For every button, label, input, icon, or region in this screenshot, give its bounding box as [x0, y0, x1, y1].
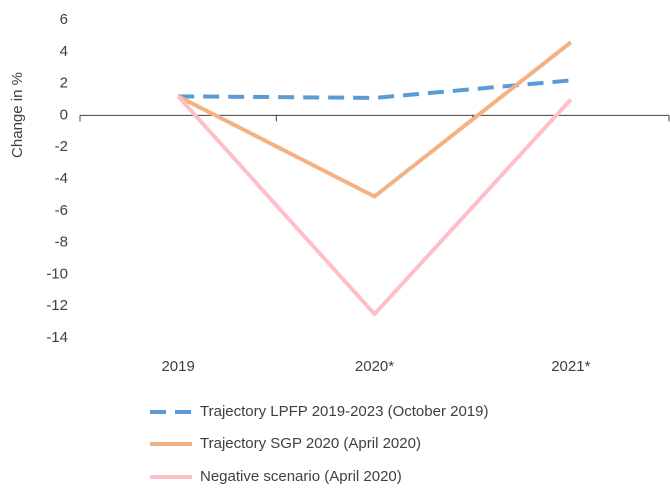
y-tick-label: -8: [55, 234, 68, 251]
series-line: [178, 78, 572, 100]
y-tick-label: -2: [55, 138, 68, 155]
y-tick-label: -6: [55, 202, 68, 219]
legend-label: Negative scenario (April 2020): [200, 468, 402, 485]
y-tick-label: 6: [60, 11, 68, 28]
y-tick-label: 2: [60, 75, 68, 92]
series-line: [177, 40, 573, 199]
y-tick-label: -14: [46, 329, 68, 346]
y-tick-label: -4: [55, 170, 68, 187]
y-tick-label: 0: [60, 106, 68, 123]
x-tick-label: 2020*: [355, 358, 394, 375]
y-tick-label: -10: [46, 265, 68, 282]
series-line: [176, 94, 573, 317]
legend-label: Trajectory LPFP 2019-2023 (October 2019): [200, 403, 489, 420]
x-tick-label: 2019: [161, 358, 194, 375]
x-tick-label: 2021*: [551, 358, 590, 375]
legend-label: Trajectory SGP 2020 (April 2020): [200, 435, 421, 452]
y-tick-label: -12: [46, 297, 68, 314]
y-tick-label: 4: [60, 43, 68, 60]
y-axis-label: Change in %: [9, 72, 26, 158]
